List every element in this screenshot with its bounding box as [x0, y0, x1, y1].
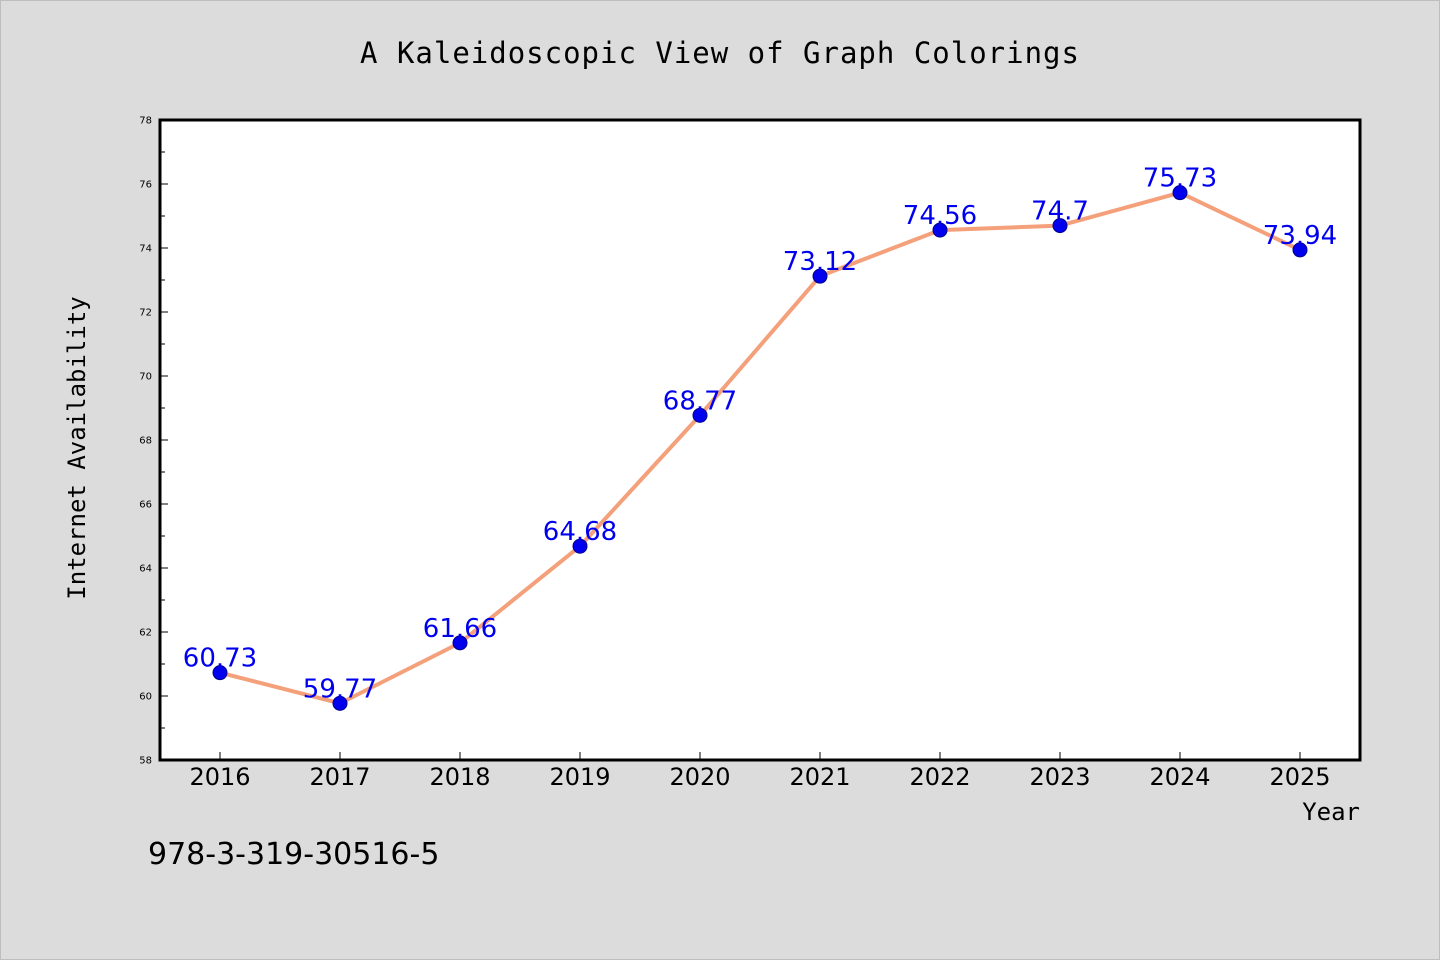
series-line [218, 190, 1302, 706]
y-tick-label-7: 72 [139, 308, 152, 319]
data-label-2019: 64.68 [543, 517, 617, 547]
data-label-2024: 75.73 [1143, 164, 1217, 194]
data-labels: 60.73 59.77 61.66 64.68 68.77 73.12 74.56 74.7 7… [183, 164, 1337, 705]
x-tick-label-6: 2022 [909, 763, 970, 791]
data-point-2024 [1172, 185, 1188, 201]
data-point-2020 [692, 407, 708, 423]
y-tick-label-1: 60 [139, 692, 152, 703]
y-tick-label-6: 70 [139, 372, 152, 383]
x-tick-label-4: 2020 [669, 763, 730, 791]
x-tick-label-8: 2024 [1149, 763, 1210, 791]
data-label-2025: 73.94 [1263, 221, 1337, 251]
series-markers [212, 185, 1308, 711]
x-tick-label-0: 2016 [189, 763, 250, 791]
data-label-2023: 74.7 [1031, 197, 1089, 227]
y-axis-title: Internet Availability [63, 296, 91, 599]
y-tick-label-2: 62 [139, 628, 152, 639]
data-point-2022 [932, 222, 948, 238]
x-tick-label-1: 2017 [309, 763, 370, 791]
data-label-2018: 61.66 [423, 614, 497, 644]
data-point-2017 [332, 695, 348, 711]
y-tick-label-10: 78 [139, 116, 152, 127]
data-label-2016: 60.73 [183, 644, 257, 674]
x-axis: 2016 2017 2018 2019 2020 2021 2022 2023 2024 2025 [189, 752, 1331, 791]
x-tick-label-5: 2021 [789, 763, 850, 791]
data-point-2025 [1292, 242, 1308, 258]
y-tick-label-4: 66 [139, 500, 152, 511]
y-tick-label-9: 76 [139, 180, 152, 191]
data-point-2021 [812, 268, 828, 284]
plot-area [158, 118, 1362, 762]
y-axis: 58 60 62 64 66 68 70 72 74 76 78 [139, 116, 168, 767]
data-label-2020: 68.77 [663, 386, 737, 416]
data-point-2018 [452, 635, 468, 651]
x-axis-title: Year [1302, 798, 1360, 826]
x-tick-label-9: 2025 [1269, 763, 1330, 791]
data-point-2016 [212, 665, 228, 681]
data-label-2022: 74.56 [903, 201, 977, 231]
data-point-2019 [572, 538, 588, 554]
data-label-2021: 73.12 [783, 247, 857, 277]
data-label-2017: 59.77 [303, 674, 377, 704]
y-tick-label-3: 64 [139, 564, 152, 575]
footnote: 978-3-319-30516-5 [148, 837, 439, 872]
chart-title: A Kaleidoscopic View of Graph Colorings [360, 36, 1080, 70]
x-tick-label-2: 2018 [429, 763, 490, 791]
data-point-2023 [1052, 218, 1068, 234]
y-tick-label-8: 74 [139, 244, 152, 255]
x-tick-label-7: 2023 [1029, 763, 1090, 791]
y-tick-label-0: 58 [139, 756, 152, 767]
y-tick-label-5: 68 [139, 436, 152, 447]
x-tick-label-3: 2019 [549, 763, 610, 791]
